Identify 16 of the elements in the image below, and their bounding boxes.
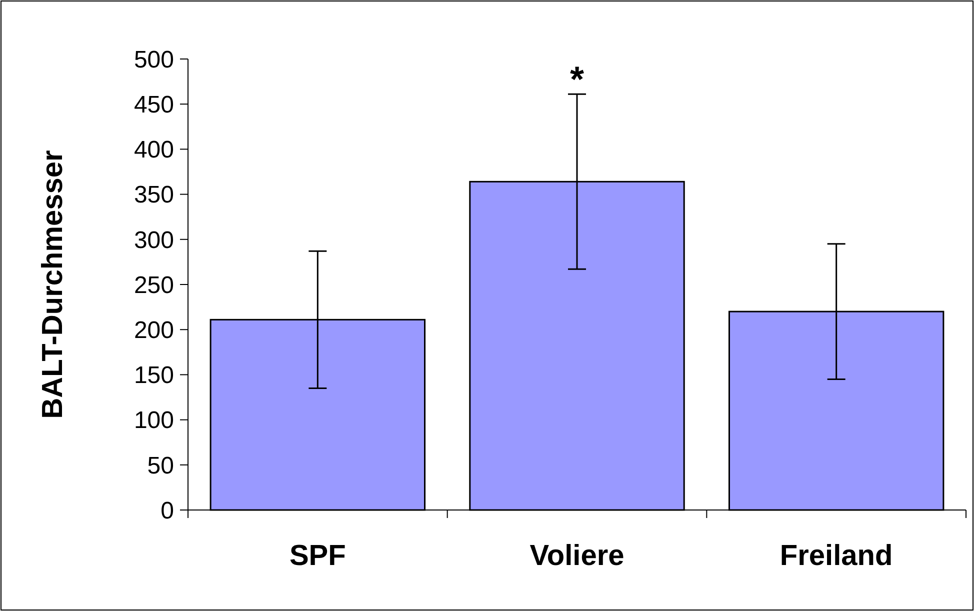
x-tick-label: SPF (289, 540, 346, 572)
y-tick-label: 50 (147, 452, 174, 480)
annotation: * (570, 58, 584, 100)
x-tick-label: Voliere (530, 540, 624, 572)
y-tick-label: 450 (134, 92, 174, 118)
y-tick-label: 200 (134, 317, 174, 344)
y-tick-label: 400 (134, 136, 174, 164)
y-tick-label: 0 (160, 497, 174, 524)
y-tick-label: 350 (134, 182, 174, 209)
y-tick-label: 500 (134, 46, 174, 74)
x-tick-label: Freiland (780, 540, 893, 572)
y-axis-title: BALT-Durchmesser (37, 150, 69, 419)
y-tick-label: 100 (134, 407, 174, 434)
y-tick-label: 250 (134, 272, 174, 299)
y-tick-label: 150 (134, 362, 174, 390)
y-tick-label: 300 (134, 226, 174, 254)
